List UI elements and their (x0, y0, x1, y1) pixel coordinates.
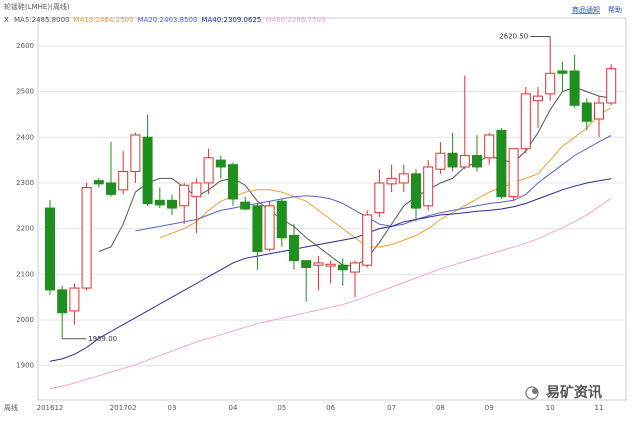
candle-body (240, 201, 251, 210)
candle-body (57, 289, 68, 314)
candle-body (142, 136, 153, 205)
legend-entry: MA5:2485.8000 (14, 16, 70, 24)
candle-body (301, 260, 312, 268)
candle-body (374, 182, 385, 214)
candle-body (325, 263, 336, 267)
candle-body (45, 207, 55, 291)
candle-body (203, 157, 214, 184)
candle-body (252, 205, 263, 252)
candle-body (581, 102, 592, 122)
y-tick-label: 2100 (16, 270, 34, 278)
candle-body (447, 152, 458, 168)
period-label: 周线 (4, 403, 18, 412)
candle-body (533, 95, 543, 102)
candle-body (313, 262, 324, 266)
candle-body (106, 182, 116, 195)
y-tick-label: 2200 (16, 225, 34, 233)
y-tick-label: 2000 (16, 316, 34, 324)
ma-line (49, 197, 612, 390)
candle-body (386, 177, 397, 185)
y-tick-label: 2400 (16, 133, 34, 141)
annotation: 1959.00 (88, 335, 117, 343)
y-tick-label: 2300 (16, 179, 34, 187)
x-tick-label: 09 (485, 404, 494, 412)
link[interactable]: 帮助 (608, 5, 622, 14)
candle-body (69, 287, 80, 312)
legend-entry: MA10:2464.2500 (74, 16, 134, 24)
x-tick-label: 08 (436, 404, 445, 412)
candle-body (337, 264, 348, 271)
legend-entry: MA60:2266.7500 (265, 16, 325, 24)
x-tick-label: 06 (326, 404, 335, 412)
candle-body (154, 199, 165, 206)
x-tick-label: 07 (387, 404, 396, 412)
candle-body (398, 173, 409, 184)
candle-body (508, 148, 519, 198)
annotation: 2620.50 (499, 33, 528, 41)
x-tick-label: 11 (595, 404, 604, 412)
candle-body (179, 184, 190, 207)
candle-body (228, 164, 238, 200)
candle-body (130, 134, 141, 173)
candle-body (520, 93, 531, 150)
x-tick-label: 10 (546, 404, 555, 412)
candle-body (557, 70, 568, 74)
candle-body (545, 72, 556, 95)
x-tick-label: 04 (229, 404, 238, 412)
x-tick-label: 03 (168, 404, 177, 412)
candle-body (411, 173, 421, 209)
y-tick-label: 2500 (16, 88, 34, 96)
candle-body (289, 235, 299, 262)
y-tick-label: 2600 (16, 42, 34, 50)
candle-body (93, 180, 104, 185)
candle-body (423, 166, 434, 207)
plot-frame (37, 17, 627, 401)
candle-body (167, 199, 177, 209)
candle-body (118, 171, 129, 191)
candle-body (350, 262, 360, 273)
watermark: 易矿资讯 (546, 384, 602, 401)
x-tick-label: 201612 (37, 404, 64, 412)
candle-body (264, 205, 275, 250)
ma-line (135, 135, 612, 232)
candle-body (191, 182, 202, 198)
legend-entry: MA40:2309.0625 (201, 16, 261, 24)
close-icon[interactable]: X (4, 16, 9, 24)
candle-body (276, 200, 287, 239)
candle-body (606, 68, 617, 104)
candle-body (215, 159, 226, 168)
x-tick-label: 201702 (110, 404, 137, 412)
candle-body (472, 155, 482, 168)
watermark-icon (525, 386, 539, 400)
x-tick-label: 05 (277, 404, 286, 412)
legend-entry: MA20:2403.8500 (137, 16, 197, 24)
candle-body (81, 187, 92, 289)
ma-line (49, 178, 612, 362)
y-tick-label: 1900 (16, 362, 34, 370)
link[interactable]: 商品通知 (572, 5, 600, 14)
chart-title: 轮锰硅(LMHE)(周线) (4, 2, 70, 11)
candle-body (594, 102, 604, 120)
candle-body (484, 134, 495, 159)
candle-body (459, 155, 470, 168)
candle-body (569, 70, 580, 106)
candle-body (496, 129, 507, 198)
candle-body (362, 214, 373, 266)
candle-body (435, 152, 446, 170)
